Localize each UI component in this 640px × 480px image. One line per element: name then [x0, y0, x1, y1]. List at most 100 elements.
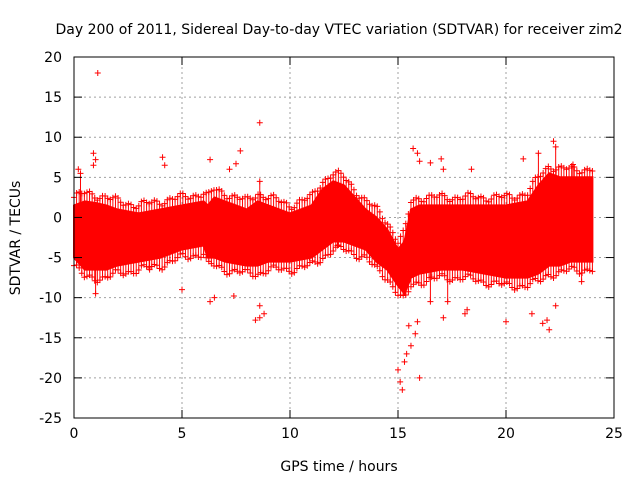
data-point-edge-90-0	[304, 195, 311, 202]
data-point-edge-167-1	[503, 279, 510, 286]
outlier-point-16	[438, 155, 445, 162]
data-point-edge-117-0	[374, 203, 381, 210]
data-point-edge-76-0	[267, 192, 274, 199]
data-point-edge-107-0	[348, 181, 355, 188]
chart-title: Day 200 of 2011, Sidereal Day-to-day VTE…	[56, 22, 623, 38]
outlier-point-54	[544, 317, 551, 324]
data-point-edge-164-1	[496, 280, 503, 287]
data-point-edge-13-1	[104, 274, 111, 281]
outlier-point-57	[306, 254, 313, 261]
data-point-edge-85-0	[291, 204, 298, 211]
data-point-edge-72-0	[257, 191, 264, 198]
data-point-edge-80-0	[278, 199, 285, 206]
data-point-edge-14-1	[107, 273, 114, 280]
data-point-edge-200-1	[589, 268, 596, 275]
outlier-point-25	[75, 166, 82, 173]
data-point-edge-113-0	[363, 197, 370, 204]
data-point-edge-197-0	[581, 166, 588, 173]
outlier-point-23	[569, 161, 576, 168]
data-point-edge-103-0	[337, 170, 344, 177]
data-point-edge-135-0	[420, 198, 427, 205]
outlier-point-18	[468, 166, 475, 173]
y-tick-label: 5	[53, 170, 62, 186]
y-tick-label: -5	[48, 251, 62, 267]
data-point-edge-3-1	[78, 270, 85, 277]
data-point-edge-164-0	[496, 193, 503, 200]
data-point-edge-46-0	[190, 192, 197, 199]
data-point-edge-159-1	[483, 282, 490, 289]
data-point-edge-165-1	[498, 281, 505, 288]
data-point-edge-187-0	[555, 163, 562, 170]
data-point-edge-112-0	[361, 194, 368, 201]
data-point-edge-161-0	[488, 195, 495, 202]
outlier-point-52	[539, 320, 546, 327]
data-point-edge-64-0	[236, 196, 243, 203]
y-tick-label: 15	[44, 90, 62, 106]
data-point-edge-17-1	[115, 266, 122, 273]
data-point-edge-105-0	[343, 177, 350, 184]
data-point-edge-199-1	[586, 267, 593, 274]
data-point-edge-49-1	[198, 254, 205, 261]
data-point-edge-100-0	[330, 171, 337, 178]
data-point-edge-162-0	[490, 192, 497, 199]
data-point-edge-135-1	[420, 282, 427, 289]
data-point-edge-176-1	[527, 280, 534, 287]
data-series	[71, 163, 596, 299]
data-point-edge-5-1	[83, 273, 90, 280]
data-point-edge-86-1	[293, 265, 300, 272]
plot-area-frame	[73, 56, 615, 419]
data-point-edge-179-1	[534, 277, 541, 284]
data-point-edge-177-0	[529, 178, 536, 185]
outlier-point-37	[395, 366, 401, 373]
data-point-edge-77-0	[270, 191, 277, 198]
data-point-edge-74-0	[262, 196, 269, 203]
data-point-edge-75-1	[265, 267, 272, 274]
data-point-edge-40-1	[174, 254, 181, 261]
data-point-edge-70-0	[252, 194, 259, 201]
outlier-point-33	[261, 310, 268, 317]
data-point-edge-157-0	[477, 193, 484, 200]
outlier-point-19	[520, 155, 527, 162]
y-tick-label: -15	[39, 331, 62, 347]
data-point-edge-138-1	[428, 274, 435, 281]
data-point-edge-105-1	[343, 248, 350, 255]
data-point-edge-143-1	[441, 272, 448, 279]
data-point-edge-182-1	[542, 272, 549, 279]
data-point-edge-161-1	[488, 281, 495, 288]
data-point-edge-200-0	[589, 168, 596, 175]
data-point-edge-122-0	[387, 224, 394, 231]
outlier-point-17	[440, 166, 447, 173]
data-point-edge-184-1	[547, 273, 554, 280]
data-point-edge-160-0	[485, 198, 492, 205]
data-point-edge-107-1	[348, 248, 355, 255]
data-point-edge-192-1	[568, 263, 575, 270]
outlier-point-27	[92, 290, 99, 297]
outlier-point-36	[399, 386, 406, 393]
data-point-edge-31-0	[151, 197, 158, 204]
outlier-point-5	[159, 154, 166, 161]
outlier-point-12	[410, 145, 417, 152]
data-point-edge-7-1	[89, 273, 96, 280]
outlier-points	[75, 70, 585, 393]
outlier-point-2	[90, 150, 97, 157]
data-point-edge-5-0	[83, 189, 90, 196]
data-point-edge-26-0	[138, 198, 145, 205]
data-point-edge-118-1	[376, 267, 383, 274]
data-point-edge-75-0	[265, 195, 272, 202]
data-point-edge-60-1	[226, 270, 233, 277]
outlier-point-15	[427, 159, 434, 166]
outlier-point-31	[252, 317, 259, 324]
outlier-point-38	[401, 358, 408, 365]
data-point-edge-23-0	[130, 204, 137, 211]
data-point-edge-103-1	[337, 243, 344, 250]
data-point-edge-181-0	[540, 170, 547, 177]
data-point-edge-129-1	[405, 288, 412, 295]
data-point-edge-29-0	[146, 200, 153, 207]
data-point-edge-171-0	[514, 195, 521, 202]
data-point-edge-113-1	[363, 254, 370, 261]
data-point-edge-81-0	[280, 198, 287, 205]
data-point-edge-118-0	[376, 208, 383, 215]
data-point-edge-189-0	[560, 164, 567, 171]
data-point-edge-116-0	[371, 202, 378, 209]
